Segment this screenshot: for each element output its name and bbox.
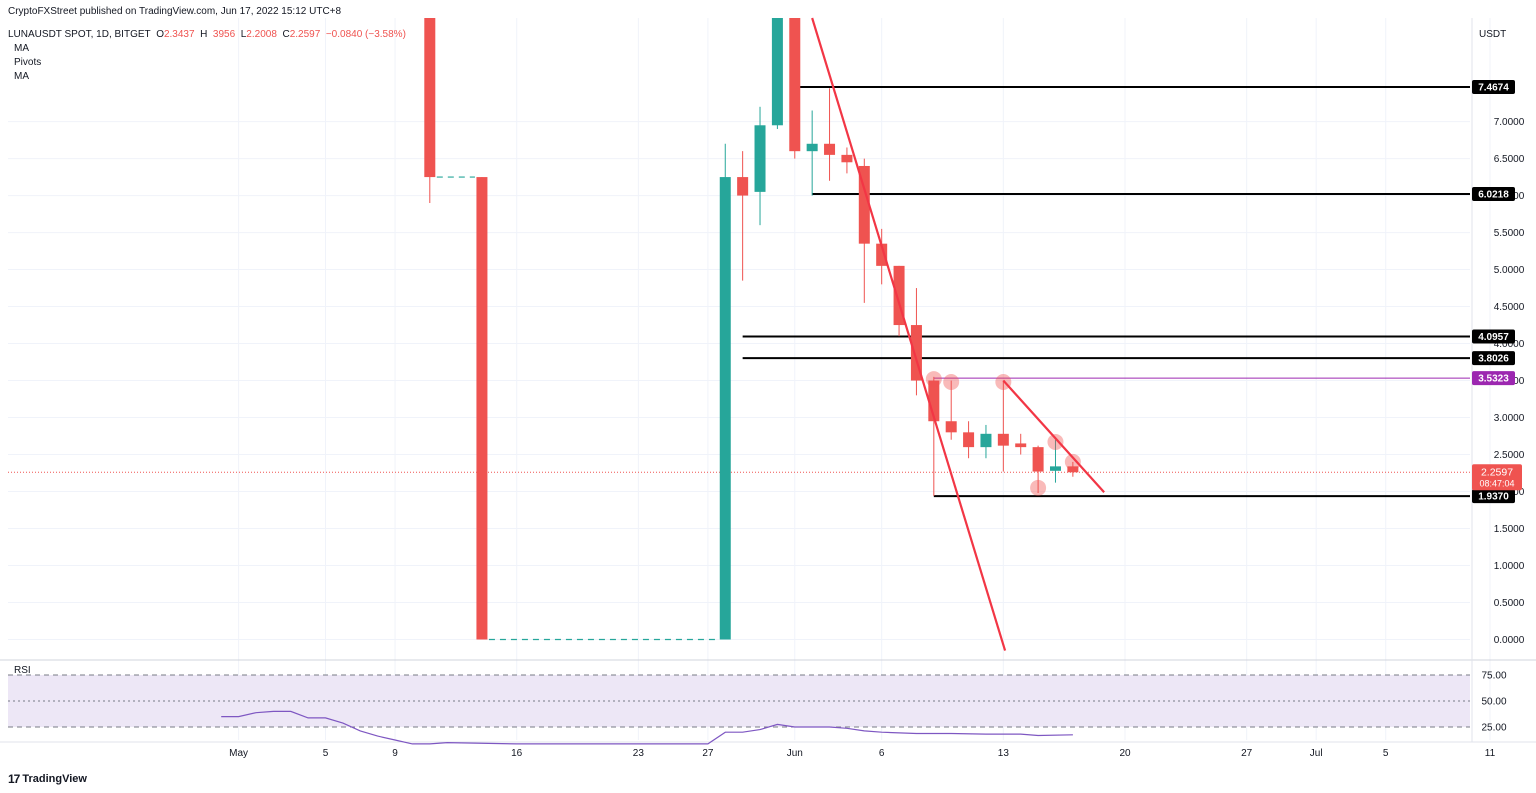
rsi-title[interactable]: RSI (14, 665, 31, 676)
rsi-line (221, 710, 1073, 745)
time-tick-label: 5 (1383, 748, 1389, 759)
price-tick-label: 5.5000 (1494, 228, 1525, 239)
candle-body (1032, 447, 1044, 472)
marker-circle (1030, 479, 1047, 496)
level-price-badge (1472, 329, 1515, 344)
level-price-label: 3.5323 (1478, 374, 1509, 385)
high-value: 3956 (212, 29, 236, 40)
candle-body (1049, 466, 1061, 471)
time-tick-label: May (229, 748, 248, 759)
level-price-badge (1472, 351, 1515, 366)
time-tick-label: 11 (1485, 748, 1496, 759)
time-tick-label: 16 (511, 748, 523, 759)
rsi-level-label: 25.00 (1481, 723, 1506, 734)
candle-body (719, 177, 731, 640)
time-tick-label: Jun (787, 748, 803, 759)
countdown-label: 08:47:04 (1479, 478, 1514, 488)
trendline (811, 17, 1007, 651)
change-value: −0.0840 (−3.58%) (325, 29, 406, 40)
price-tick-label: 3.0000 (1494, 413, 1525, 424)
marker-circle (1064, 453, 1081, 470)
level-price-badge (1472, 489, 1515, 504)
level-price-badge (1472, 371, 1515, 386)
symbol-prefix: LUNAUSDT SPOT, 1D, BITGET (8, 29, 151, 40)
candle-body (1067, 466, 1079, 473)
level-price-label: 4.0957 (1478, 332, 1509, 343)
candle-body (876, 243, 888, 266)
candle-body (789, 18, 801, 152)
time-tick-label: 9 (392, 748, 398, 759)
indicator-pivots[interactable]: Pivots (14, 57, 42, 68)
time-tick-label: 27 (1241, 748, 1253, 759)
publisher-line: CryptoFXStreet published on TradingView.… (8, 6, 342, 17)
price-tick-label: 0.0000 (1494, 635, 1525, 646)
candle-body (806, 143, 818, 152)
candle-body (997, 433, 1009, 446)
candle-body (754, 125, 766, 192)
marker-circle (925, 371, 942, 388)
level-price-badge (1472, 80, 1515, 95)
candle-body (910, 325, 922, 381)
price-tick-label: 6.5000 (1494, 154, 1525, 165)
candle-body (893, 265, 905, 326)
high-label: H (200, 29, 208, 40)
time-tick-label: 13 (998, 748, 1010, 759)
marker-circle (943, 374, 960, 391)
candle-body (424, 18, 436, 178)
current-price-badge (1472, 464, 1522, 491)
tradingview-brand[interactable]: 17 TradingView (8, 772, 87, 786)
time-tick-label: 23 (633, 748, 645, 759)
candle-body (928, 380, 940, 422)
time-tick-label: 27 (702, 748, 714, 759)
rsi-level-label: 50.00 (1481, 697, 1506, 708)
marker-circle (1047, 433, 1064, 450)
price-unit: USDT (1479, 29, 1507, 40)
brand-label: TradingView (22, 773, 87, 785)
price-tick-label: 7.0000 (1494, 117, 1525, 128)
low-label: L (240, 29, 247, 40)
candle-body (980, 433, 992, 448)
candle-body (841, 154, 853, 163)
candle-body (1015, 443, 1027, 448)
price-tick-label: 4.5000 (1494, 302, 1525, 313)
price-tick-label: 0.5000 (1494, 598, 1525, 609)
close-label: C (282, 29, 290, 40)
rsi-level-label: 75.00 (1481, 671, 1506, 682)
indicator-ma-1[interactable]: MA (14, 43, 29, 54)
candle-body (737, 177, 749, 196)
time-tick-label: 20 (1119, 748, 1131, 759)
low-value: 2.2008 (246, 29, 277, 40)
time-tick-label: 5 (323, 748, 329, 759)
trendline (1002, 379, 1105, 494)
time-tick-label: Jul (1310, 748, 1323, 759)
price-tick-label: 1.5000 (1494, 524, 1525, 535)
level-price-label: 3.8026 (1478, 354, 1509, 365)
level-price-badge (1472, 186, 1515, 201)
candle-body (824, 143, 836, 155)
tradingview-logo-icon: 17 (8, 772, 20, 786)
candle-body (945, 421, 957, 433)
candle-body (476, 177, 488, 640)
price-tick-label: 4.0000 (1494, 339, 1525, 350)
close-value: 2.2597 (289, 29, 321, 40)
candle-body (963, 432, 975, 448)
open-label: O (156, 29, 164, 40)
level-price-label: 7.4674 (1478, 83, 1509, 94)
candle-body (771, 18, 783, 126)
symbol-ohlc-line: LUNAUSDT SPOT, 1D, BITGET O2.3437 H 3956… (8, 29, 406, 41)
price-tick-label: 5.0000 (1494, 265, 1525, 276)
level-price-label: 6.0218 (1478, 189, 1509, 200)
price-tick-label: 1.0000 (1494, 561, 1525, 572)
level-price-label: 1.9370 (1478, 492, 1509, 503)
open-value: 2.3437 (163, 29, 195, 40)
current-price-label: 2.2597 (1481, 466, 1513, 478)
time-tick-label: 6 (879, 748, 885, 759)
price-tick-label: 2.5000 (1494, 450, 1525, 461)
main-plot (8, 18, 1470, 641)
indicator-ma-2[interactable]: MA (14, 71, 29, 82)
candle-body (858, 165, 870, 244)
